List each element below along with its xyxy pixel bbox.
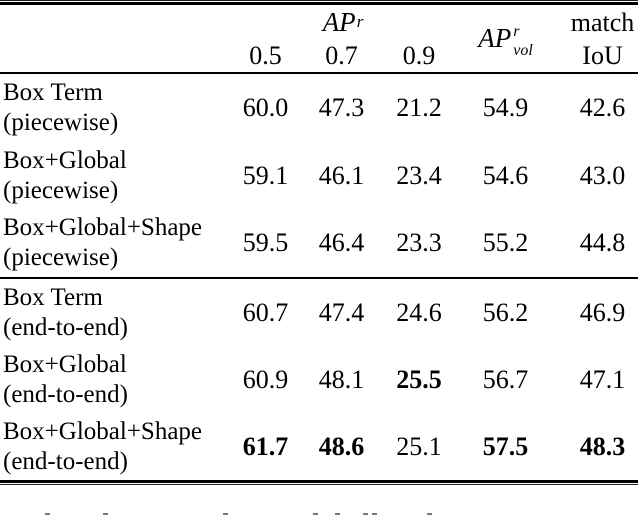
header-separator-rule bbox=[0, 72, 638, 74]
table-row: Box+Global+Shape (end-to-end) 61.7 48.6 25.1… bbox=[0, 413, 638, 480]
table-header: AP r 0.5 0.7 0.9 AP r vol match IoU bbox=[0, 5, 638, 72]
value-cell: 48.3 bbox=[579, 431, 626, 461]
value-cell: 56.2 bbox=[482, 297, 529, 327]
header-threshold-07: 0.7 bbox=[325, 40, 358, 70]
value-cell: 60.0 bbox=[242, 92, 289, 122]
caption-letter-fragment bbox=[372, 513, 377, 515]
method-name: Box+Global+Shape bbox=[3, 214, 203, 242]
value-cell: 44.8 bbox=[579, 228, 626, 258]
table-section-piecewise: Box Term (piecewise) 60.0 47.3 21.2 54.9 42.6 B… bbox=[0, 74, 638, 277]
value-cell: 46.4 bbox=[318, 228, 365, 258]
value-cell: 61.7 bbox=[242, 431, 289, 461]
value-cell: 57.5 bbox=[482, 431, 529, 461]
value-cell: 23.4 bbox=[396, 160, 442, 190]
row-label: Box Term (piecewise) bbox=[0, 78, 228, 138]
caption-letter-fragment bbox=[427, 513, 432, 515]
header-iou: IoU bbox=[582, 40, 623, 70]
training-setting: (piecewise) bbox=[3, 176, 119, 204]
table-row: Box Term (end-to-end) 60.7 47.4 24.6 56.2 46.9 bbox=[0, 279, 638, 346]
value-cell: 56.7 bbox=[482, 364, 529, 394]
value-cell: 47.1 bbox=[579, 364, 626, 394]
table-section-end-to-end: Box Term (end-to-end) 60.7 47.4 24.6 56.2 46.9… bbox=[0, 279, 638, 480]
value-cell: 43.0 bbox=[579, 160, 626, 190]
value-cell: 60.7 bbox=[242, 297, 289, 327]
row-label: Box+Global (end-to-end) bbox=[0, 350, 228, 410]
value-cell: 59.1 bbox=[242, 160, 289, 190]
header-threshold-09: 0.9 bbox=[402, 40, 436, 70]
cutoff-caption-fragments bbox=[0, 512, 638, 520]
caption-letter-fragment bbox=[335, 513, 340, 515]
value-cell: 54.6 bbox=[482, 160, 529, 190]
ap-vol-base: AP bbox=[478, 23, 512, 53]
value-cell: 25.5 bbox=[396, 364, 442, 394]
row-label: Box Term (end-to-end) bbox=[0, 283, 228, 343]
value-cell: 23.3 bbox=[396, 228, 442, 258]
value-cell: 48.1 bbox=[318, 364, 365, 394]
top-rule bbox=[0, 0, 638, 5]
method-name: Box Term bbox=[3, 78, 103, 106]
section-separator-rule bbox=[0, 277, 638, 279]
value-cell: 42.6 bbox=[579, 92, 626, 122]
row-label: Box+Global (piecewise) bbox=[0, 146, 228, 206]
header-spacer bbox=[0, 5, 228, 72]
training-setting: (end-to-end) bbox=[3, 447, 128, 475]
header-match: match bbox=[570, 7, 635, 37]
header-ap-r-vol: AP r vol bbox=[458, 5, 553, 72]
caption-letter-fragment bbox=[313, 513, 318, 515]
value-cell: 47.3 bbox=[318, 92, 365, 122]
training-setting: (piecewise) bbox=[3, 244, 119, 272]
header-match-iou: match IoU bbox=[553, 5, 638, 72]
caption-letter-fragment bbox=[45, 513, 50, 515]
header-ap-r: AP r bbox=[228, 5, 458, 39]
value-cell: 25.1 bbox=[396, 431, 442, 461]
value-cell: 47.4 bbox=[318, 297, 365, 327]
ap-vol-subscript: vol bbox=[513, 42, 533, 59]
ap-r-base: AP bbox=[322, 7, 356, 38]
training-setting: (end-to-end) bbox=[3, 380, 128, 408]
caption-letter-fragment bbox=[363, 513, 368, 515]
method-name: Box+Global bbox=[3, 146, 127, 174]
value-cell: 59.5 bbox=[242, 228, 289, 258]
training-setting: (piecewise) bbox=[3, 108, 119, 136]
value-cell: 46.9 bbox=[579, 297, 626, 327]
header-threshold-05: 0.5 bbox=[249, 40, 282, 70]
value-cell: 55.2 bbox=[482, 228, 529, 258]
ap-vol-superscript: r bbox=[513, 23, 520, 40]
method-name: Box Term bbox=[3, 283, 103, 311]
method-name: Box+Global bbox=[3, 350, 127, 378]
caption-letter-fragment bbox=[103, 513, 108, 515]
value-cell: 60.9 bbox=[242, 364, 289, 394]
table-row: Box+Global (piecewise) 59.1 46.1 23.4 54.6 43.… bbox=[0, 142, 638, 210]
value-cell: 24.6 bbox=[396, 297, 442, 327]
table-row: Box+Global+Shape (piecewise) 59.5 46.4 23.3 5… bbox=[0, 209, 638, 277]
row-label: Box+Global+Shape (end-to-end) bbox=[0, 417, 228, 477]
value-cell: 48.6 bbox=[318, 431, 365, 461]
table-row: Box Term (piecewise) 60.0 47.3 21.2 54.9 42.6 bbox=[0, 74, 638, 142]
row-label: Box+Global+Shape (piecewise) bbox=[0, 213, 228, 273]
caption-letter-fragment bbox=[223, 513, 228, 515]
training-setting: (end-to-end) bbox=[3, 313, 128, 341]
ap-r-superscript: r bbox=[356, 12, 364, 31]
value-cell: 54.9 bbox=[482, 92, 529, 122]
method-name: Box+Global+Shape bbox=[3, 417, 203, 445]
table-row: Box+Global (end-to-end) 60.9 48.1 25.5 56.7 47… bbox=[0, 346, 638, 413]
value-cell: 46.1 bbox=[318, 160, 365, 190]
bottom-rule bbox=[0, 480, 638, 485]
value-cell: 21.2 bbox=[396, 92, 442, 122]
